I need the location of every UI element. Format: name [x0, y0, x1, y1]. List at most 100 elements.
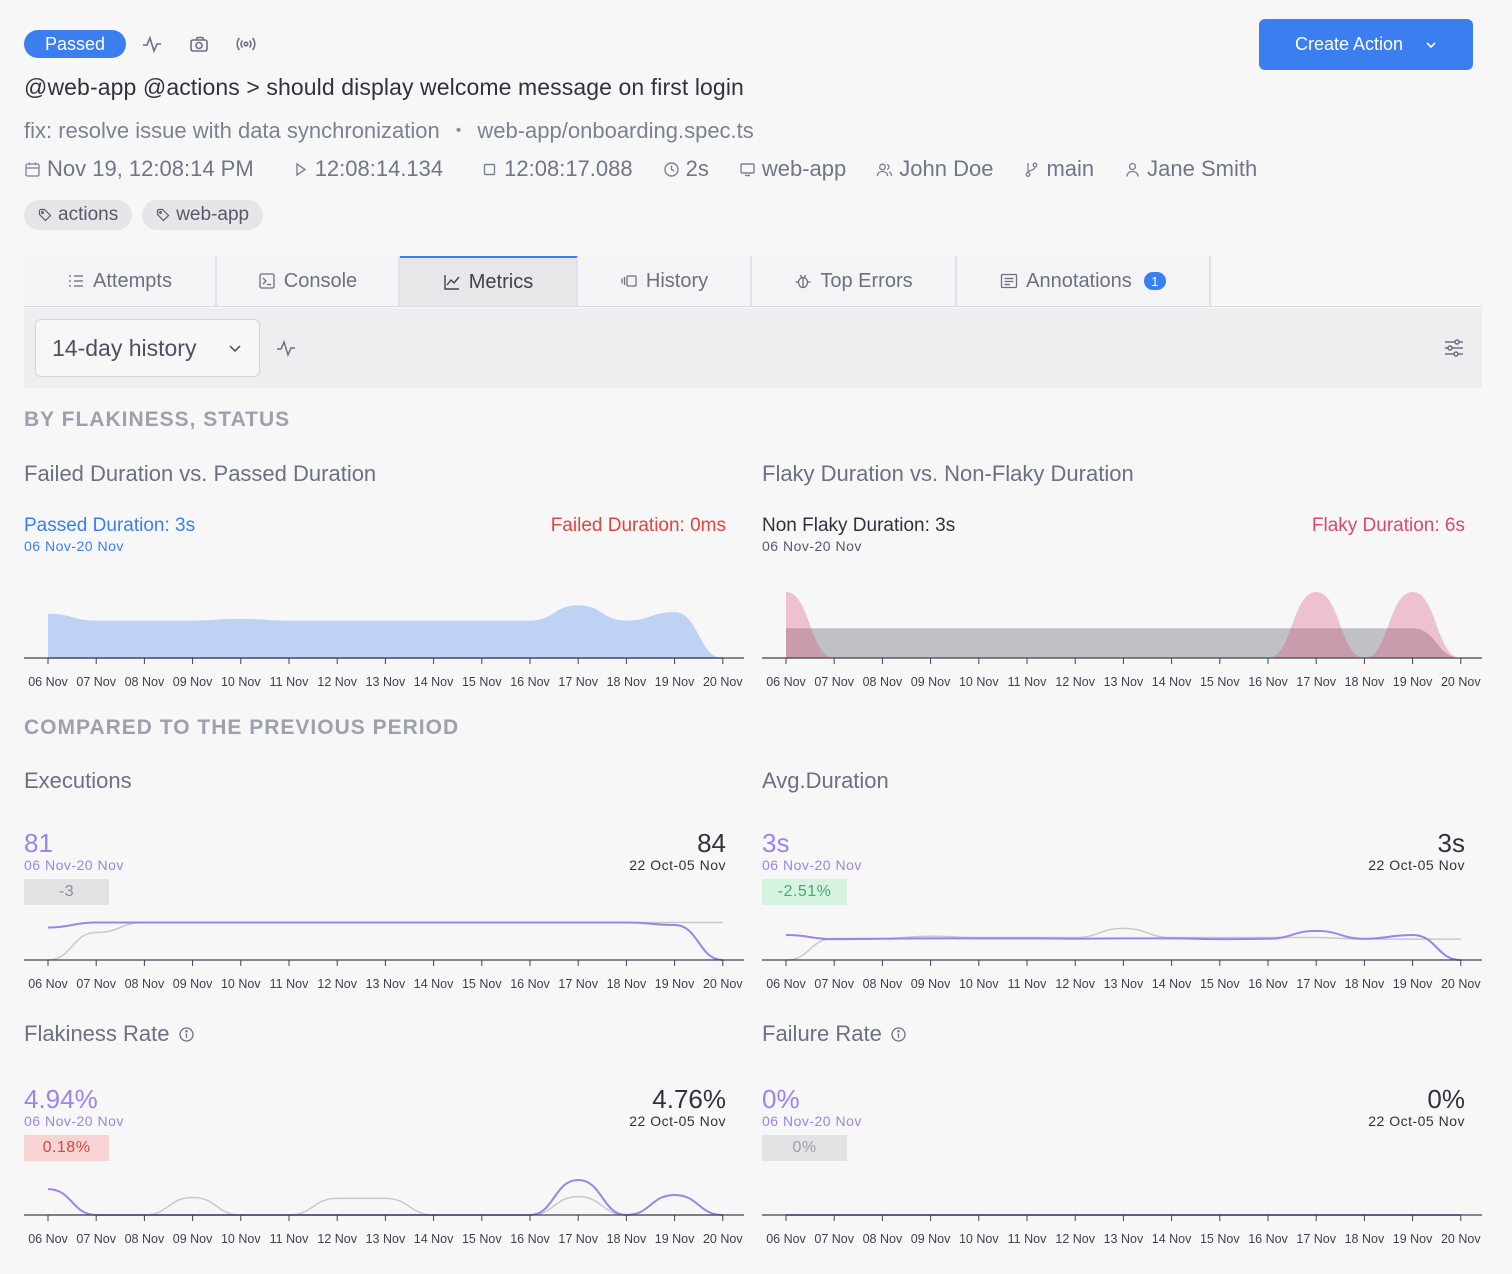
previous-range: 22 Oct-05 Nov — [1368, 857, 1465, 873]
x-tick-label: 11 Nov — [270, 675, 309, 689]
tab-label: Annotations — [1026, 269, 1132, 292]
x-tick-label: 09 Nov — [911, 675, 951, 689]
tab-console[interactable]: Console — [217, 256, 400, 306]
chevron-down-icon — [1426, 41, 1436, 48]
list-icon — [69, 275, 84, 287]
delta-badge: 0.18% — [24, 1135, 109, 1161]
play-icon — [295, 162, 306, 176]
tab-attempts[interactable]: Attempts — [24, 256, 217, 306]
meta-branch: main — [1023, 156, 1094, 182]
x-tick-label: 07 Nov — [76, 1232, 116, 1246]
tab-top-errors[interactable]: Top Errors — [752, 256, 957, 306]
tag-web-app[interactable]: web-app — [142, 200, 264, 230]
x-tick-label: 06 Nov — [28, 1232, 68, 1246]
flakiness-rate-chart: 06 Nov 07 Nov 08 Nov 09 Nov 10 Nov 11 Nov 12 N… — [24, 1178, 744, 1246]
x-tick-label: 06 Nov — [28, 977, 68, 991]
camera-icon[interactable] — [189, 34, 211, 54]
users-icon — [877, 163, 893, 176]
passed-duration-label: Passed Duration: 3s — [24, 515, 196, 536]
info-icon[interactable] — [890, 1026, 907, 1043]
x-tick-label: 11 Nov — [1008, 1232, 1047, 1246]
meta-date-text: Nov 19, 12:08:14 PM — [47, 156, 254, 181]
x-tick-label: 11 Nov — [1008, 675, 1047, 689]
history-icon — [621, 275, 637, 287]
series-area-0 — [786, 628, 1461, 658]
x-tick-label: 14 Nov — [1152, 977, 1192, 991]
x-tick-label: 07 Nov — [76, 977, 116, 991]
x-tick-label: 09 Nov — [173, 1232, 213, 1246]
info-icon[interactable] — [178, 1026, 195, 1043]
tab-metrics[interactable]: Metrics — [400, 256, 578, 306]
x-tick-label: 08 Nov — [863, 1232, 903, 1246]
activity-icon[interactable] — [275, 338, 297, 358]
x-tick-label: 16 Nov — [1248, 977, 1288, 991]
meta-date: Nov 19, 12:08:14 PM — [24, 156, 254, 182]
stop-icon — [483, 163, 496, 175]
x-tick-label: 10 Nov — [221, 977, 261, 991]
meta-branch-text: main — [1046, 156, 1095, 181]
x-tick-label: 19 Nov — [1393, 977, 1433, 991]
terminal-icon — [259, 273, 275, 289]
x-tick-label: 07 Nov — [814, 1232, 854, 1246]
x-tick-label: 18 Nov — [607, 977, 647, 991]
range-select[interactable]: 14-day history — [35, 319, 260, 377]
sliders-icon[interactable] — [1443, 338, 1465, 358]
tag-actions[interactable]: actions — [24, 200, 133, 230]
panel-title: Flaky Duration vs. Non-Flaky Duration — [762, 461, 1134, 486]
spec-file[interactable]: web-app/onboarding.spec.ts — [477, 118, 754, 143]
x-tick-label: 11 Nov — [270, 977, 309, 991]
meta-start: 12:08:14.134 — [292, 156, 443, 182]
activity-icon[interactable] — [141, 34, 163, 54]
x-tick-label: 06 Nov — [766, 977, 806, 991]
x-tick-label: 10 Nov — [221, 675, 261, 689]
x-tick-label: 10 Nov — [959, 675, 999, 689]
test-title: @web-app @actions > should display welco… — [24, 74, 744, 100]
x-tick-label: 09 Nov — [911, 977, 951, 991]
meta-committer-text: Jane Smith — [1147, 156, 1258, 181]
x-tick-label: 14 Nov — [414, 1232, 454, 1246]
meta-start-text: 12:08:14.134 — [314, 156, 444, 181]
x-tick-label: 17 Nov — [558, 675, 598, 689]
x-tick-label: 08 Nov — [125, 675, 165, 689]
series-area-0 — [48, 605, 723, 658]
x-tick-label: 09 Nov — [173, 977, 213, 991]
failure-rate-chart: 06 Nov 07 Nov 08 Nov 09 Nov 10 Nov 11 Nov 12 N… — [762, 1214, 1482, 1246]
create-action-label: Create Action — [1294, 34, 1404, 54]
x-tick-label: 08 Nov — [863, 675, 903, 689]
previous-range: 22 Oct-05 Nov — [629, 857, 726, 873]
meta-row: Nov 19, 12:08:14 PM 12:08:14.134 12:08:1… — [24, 154, 1287, 184]
tab-history[interactable]: History — [578, 256, 752, 306]
x-tick-label: 20 Nov — [1441, 977, 1481, 991]
commit-message[interactable]: fix: resolve issue with data synchroniza… — [24, 118, 440, 143]
executions-chart: 06 Nov 07 Nov 08 Nov 09 Nov 10 Nov 11 Nov 12 N… — [24, 921, 744, 991]
meta-committer: Jane Smith — [1124, 156, 1257, 182]
annotation-count-badge: 1 — [1143, 272, 1166, 290]
meta-end-text: 12:08:17.088 — [504, 156, 633, 181]
x-tick-label: 13 Nov — [366, 675, 406, 689]
previous-value: 4.76% — [652, 1084, 726, 1114]
x-tick-label: 13 Nov — [1104, 675, 1144, 689]
avg-duration-chart: 06 Nov 07 Nov 08 Nov 09 Nov 10 Nov 11 Nov 12 N… — [762, 927, 1482, 991]
x-tick-label: 12 Nov — [1055, 977, 1095, 991]
x-tick-label: 10 Nov — [959, 1232, 999, 1246]
tab-annotations[interactable]: Annotations 1 — [957, 256, 1211, 306]
x-tick-label: 12 Nov — [317, 1232, 357, 1246]
x-tick-label: 07 Nov — [814, 977, 854, 991]
range-label: 06 Nov-20 Nov — [762, 538, 862, 554]
broadcast-icon[interactable] — [235, 34, 257, 54]
x-tick-label: 13 Nov — [366, 977, 406, 991]
x-tick-label: 19 Nov — [1393, 1232, 1433, 1246]
x-tick-label: 20 Nov — [703, 1232, 743, 1246]
x-tick-label: 19 Nov — [1393, 675, 1433, 689]
series-area-1 — [786, 592, 1461, 658]
create-action-button[interactable]: Create Action — [1259, 19, 1473, 70]
current-value: 3s — [762, 828, 790, 858]
meta-project: web-app — [739, 156, 846, 182]
x-tick-label: 20 Nov — [1441, 675, 1481, 689]
x-tick-label: 16 Nov — [510, 977, 550, 991]
status-badge: Passed — [24, 30, 126, 58]
meta-duration: 2s — [663, 156, 709, 182]
x-tick-label: 20 Nov — [703, 675, 743, 689]
x-tick-label: 14 Nov — [414, 977, 454, 991]
tab-label: Top Errors — [820, 269, 913, 292]
